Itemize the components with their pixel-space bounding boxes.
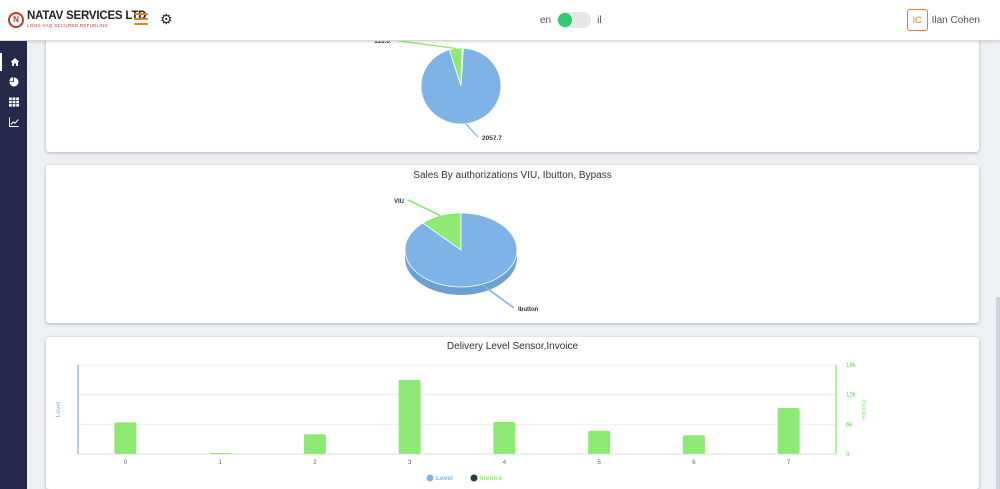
grid-icon xyxy=(8,97,19,107)
menu-icon[interactable] xyxy=(134,13,148,25)
sidebar-item-grid[interactable] xyxy=(0,93,27,111)
invoice-bar[interactable] xyxy=(682,435,705,454)
chart-card-delivery: Delivery Level Sensor,Invoice 0 6k 12k 18k L… xyxy=(46,337,979,489)
x-axis-tick: 5 xyxy=(597,460,601,466)
right-axis-title: Invoice xyxy=(860,399,867,420)
x-axis-tick: 6 xyxy=(692,460,696,466)
x-axis-tick: 3 xyxy=(408,460,412,466)
legend-label[interactable]: Level xyxy=(436,475,453,482)
x-axis-tick: 7 xyxy=(787,460,791,466)
legend-marker xyxy=(470,474,478,482)
legend-label[interactable]: Invoice xyxy=(480,475,503,482)
pie-chart-1: 113.0 2057.7 xyxy=(374,38,502,142)
invoice-bar[interactable] xyxy=(777,408,800,454)
x-axis-tick: 0 xyxy=(124,460,128,466)
chart-card-authorizations: Sales By authorizations VIU, Ibutton, By… xyxy=(46,165,979,323)
pie-label: 113.0 xyxy=(374,38,390,45)
invoice-bar[interactable] xyxy=(303,434,326,454)
pie-label: 2057.7 xyxy=(482,135,502,142)
pie-leader-line xyxy=(407,199,441,217)
invoice-bar[interactable] xyxy=(114,422,137,454)
right-axis-tick: 6k xyxy=(846,422,853,428)
x-axis-tick: 2 xyxy=(313,460,317,466)
x-axis-tick: 4 xyxy=(503,460,507,466)
toggle-knob xyxy=(558,13,573,27)
invoice-bar[interactable] xyxy=(493,421,516,454)
line-chart-icon xyxy=(8,117,19,127)
invoice-bar[interactable] xyxy=(398,379,421,454)
x-axis-tick: 1 xyxy=(218,460,222,466)
right-axis-tick: 18k xyxy=(846,363,857,369)
legend-marker xyxy=(426,474,434,482)
chart-title: Delivery Level Sensor,Invoice xyxy=(446,341,579,352)
lang-en-label: en xyxy=(540,14,552,26)
sidebar-item-home[interactable] xyxy=(0,53,27,71)
sidebar xyxy=(0,41,27,489)
logo-icon: N xyxy=(8,11,24,28)
pie-leader-line xyxy=(481,283,515,309)
avatar: IC xyxy=(906,9,928,31)
lang-il-label: il xyxy=(597,14,602,26)
pie-slice[interactable] xyxy=(404,212,518,288)
language-toggle[interactable] xyxy=(557,12,592,28)
pie-chart-icon xyxy=(8,77,18,87)
chart-title: Sales By authorizations VIU, Ibutton, By… xyxy=(413,170,612,181)
bar-chart: 0 6k 12k 18k Level Invoice 0 1 2 3 4 5 6 7 Level Invoic… xyxy=(55,363,867,482)
top-bar: N NATAV SERVICES LTD LOOK-YAQ SECURED RE… xyxy=(0,0,1000,41)
home-icon xyxy=(10,58,19,66)
pie-label: Ibutton xyxy=(518,307,539,313)
pie-label: VIU xyxy=(394,199,404,205)
invoice-bar[interactable] xyxy=(588,430,611,454)
language-switch: en il xyxy=(540,12,602,28)
invoice-bar[interactable] xyxy=(209,453,232,454)
brand-logo[interactable]: N NATAV SERVICES LTD LOOK-YAQ SECURED RE… xyxy=(8,10,147,28)
pie-slice[interactable] xyxy=(420,47,502,125)
right-axis-tick: 12k xyxy=(846,393,857,399)
user-menu[interactable]: IC Ilan Cohen xyxy=(906,9,980,31)
page-scrollbar[interactable] xyxy=(996,297,1000,489)
pie-chart-2: VIU Ibutton xyxy=(394,199,539,313)
left-axis-title: Level xyxy=(55,401,62,417)
pie-leader-line xyxy=(391,39,456,49)
right-axis-tick: 0 xyxy=(846,452,850,458)
brand-tagline: LOOK-YAQ SECURED REFUELING xyxy=(27,22,109,28)
chart-card-pie-1: 113.0 2057.7 xyxy=(46,34,979,152)
brand-name: NATAV SERVICES LTD xyxy=(27,10,147,22)
sidebar-item-pie[interactable] xyxy=(0,73,27,91)
user-name: Ilan Cohen xyxy=(931,14,980,26)
sidebar-item-linechart[interactable] xyxy=(0,113,27,131)
gear-icon[interactable]: ⚙ xyxy=(160,11,173,27)
pie-leader-line xyxy=(465,123,479,138)
